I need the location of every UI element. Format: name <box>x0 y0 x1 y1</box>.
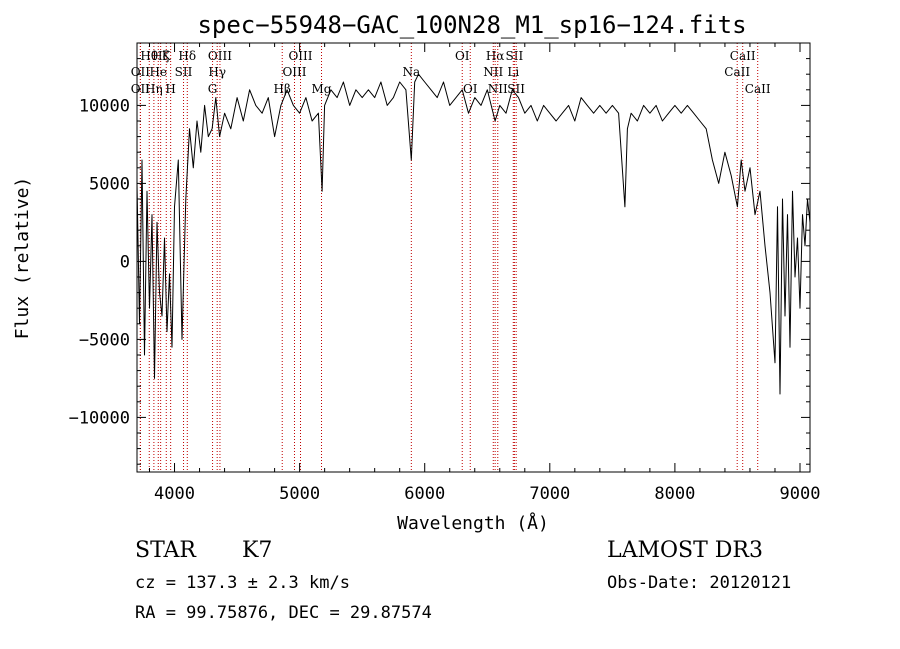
spectral-line-label: OIII <box>282 65 306 79</box>
x-tick-label: 4000 <box>154 484 195 504</box>
spectral-line-label: Hζ <box>152 49 169 63</box>
flux-line <box>136 73 811 395</box>
spectral-line-label: Hγ <box>208 65 226 79</box>
spectral-line-label: OIII <box>208 49 232 63</box>
x-tick-label: 8000 <box>654 484 695 504</box>
y-tick-label: −10000 <box>69 408 130 428</box>
object-subclass: K7 <box>242 538 273 563</box>
x-tick-label: 7000 <box>529 484 570 504</box>
x-axis: 4000 5000 6000 7000 8000 9000 <box>149 43 821 504</box>
y-tick-label: 0 <box>120 252 130 272</box>
x-tick-label: 5000 <box>279 484 320 504</box>
spectral-line-label: Hδ <box>178 49 196 63</box>
spectral-line-label: G <box>208 82 218 96</box>
spectral-line-label: CaII <box>745 82 771 96</box>
spectral-line-label: CaII <box>724 65 750 79</box>
coordinates: RA = 99.75876, DEC = 29.87574 <box>135 603 432 623</box>
y-axis-label: Flux (relative) <box>12 177 33 340</box>
spectral-line-label: NII <box>488 82 508 96</box>
redshift-text: cz = 137.3 ± 2.3 km/s <box>135 573 350 593</box>
spectral-line-label: OI <box>463 82 478 96</box>
spectral-line-label: SII <box>175 65 193 79</box>
spectral-line-label: Mg <box>312 82 332 96</box>
spectral-line-label: He <box>149 65 167 79</box>
spectral-line-label: OI <box>455 49 470 63</box>
x-tick-label: 9000 <box>780 484 821 504</box>
spectral-line-label: SII <box>506 49 524 63</box>
spectral-line-label: Li <box>507 65 519 79</box>
object-class: STAR <box>135 538 196 563</box>
spectral-line-label: H <box>165 82 175 96</box>
spectral-line-label: OII <box>131 65 151 79</box>
spectral-line-label: K <box>162 49 172 63</box>
plot-frame <box>136 42 811 473</box>
flux-series <box>136 73 811 395</box>
spectral-line-label: Hη <box>145 82 163 96</box>
chart-title: spec−55948−GAC_100N28_M1_sp16−124.fits <box>197 11 746 39</box>
spectral-line-label: Hβ <box>274 82 291 96</box>
x-axis-label: Wavelength (Å) <box>397 512 549 534</box>
spectral-line-label: OIII <box>288 49 312 63</box>
spectral-line-label: Hα <box>486 49 505 63</box>
spectral-line-label: OII <box>131 82 151 96</box>
spectral-line-label: NII <box>483 65 503 79</box>
y-tick-label: 5000 <box>89 174 130 194</box>
y-axis: −10000 −5000 0 5000 10000 <box>69 42 810 465</box>
spectral-line-label: CaII <box>730 49 756 63</box>
spectral-line-label: SII <box>507 82 525 96</box>
obs-date: Obs-Date: 20120121 <box>607 573 792 593</box>
y-tick-label: −5000 <box>79 330 130 350</box>
x-tick-label: 6000 <box>404 484 445 504</box>
survey-name: LAMOST DR3 <box>607 538 763 563</box>
spectral-line-label: Na <box>403 65 421 79</box>
y-tick-label: 10000 <box>79 96 130 116</box>
